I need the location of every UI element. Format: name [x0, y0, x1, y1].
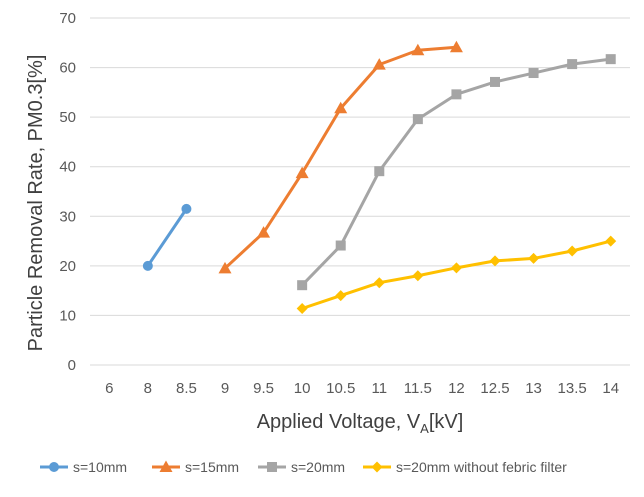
- x-tick-label-13: 13: [525, 380, 542, 397]
- series-2-point-3: [295, 166, 309, 179]
- series-4-point-8: [566, 245, 578, 257]
- y-tick-label-20: 20: [59, 258, 76, 275]
- series-1-line: [146, 207, 188, 268]
- legend-label-3: s=20mm: [291, 459, 345, 475]
- x-tick-label-9-5: 9.5: [253, 380, 274, 397]
- x-axis-title-main: Applied Voltage, V: [257, 411, 421, 433]
- series-3-point-6: [490, 76, 500, 87]
- series-3-point-3: [374, 166, 385, 177]
- x-tick-label-8-5: 8.5: [176, 380, 197, 397]
- series-2-point-4: [334, 101, 348, 114]
- y-tick-label-40: 40: [59, 159, 76, 176]
- series-4-point-5: [450, 262, 462, 274]
- x-tick-label-10-5: 10.5: [326, 380, 355, 397]
- series-2-point-5: [372, 58, 386, 70]
- series-3-point-2: [335, 240, 346, 251]
- legend: s=10mm s=15mm s=20mm s=20mm without febric …: [40, 459, 567, 475]
- legend-item-3: s=20mm: [258, 459, 345, 475]
- legend-marker-2: [159, 460, 173, 472]
- legend-item-2: s=15mm: [152, 459, 239, 475]
- legend-marker-4: [371, 461, 383, 473]
- series-3-point-8: [567, 59, 578, 70]
- series-2-point-6: [411, 43, 425, 56]
- series-4-point-4: [412, 270, 424, 282]
- x-tick-label-13-5: 13.5: [558, 380, 587, 397]
- series-3-point-7: [528, 68, 539, 79]
- series-2-point-2: [257, 226, 271, 238]
- x-tick-label-8: 8: [144, 380, 152, 397]
- axis-layer: 0 10 20 30 40 50 60 70 6 8 8.5 9 9.5 10 10.5 11 11.5 12 12…: [59, 10, 619, 397]
- series-1-point-1: [142, 260, 153, 271]
- series-2-point-7: [449, 40, 463, 53]
- legend-item-4: s=20mm without febric filter: [363, 459, 567, 475]
- x-tick-label-11: 11: [371, 380, 387, 397]
- legend-marker-3: [267, 462, 277, 472]
- series-4-line: [300, 239, 613, 310]
- series-3: [297, 54, 616, 291]
- legend-label-2: s=15mm: [185, 459, 239, 475]
- x-tick-label-14: 14: [602, 380, 619, 397]
- legend-item-1: s=10mm: [40, 459, 127, 475]
- series-3-point-5: [451, 89, 462, 100]
- series-4-point-6: [489, 255, 501, 267]
- legend-label-4: s=20mm without febric filter: [396, 459, 567, 475]
- y-axis-title: Particle Removal Rate, PM0.3[%]: [25, 55, 47, 352]
- series-4-point-2: [335, 290, 347, 302]
- series-4: [296, 235, 617, 314]
- x-tick-label-11-5: 11.5: [404, 380, 432, 397]
- y-tick-label-50: 50: [59, 109, 76, 126]
- y-tick-label-70: 70: [59, 10, 76, 27]
- series-2-point-1: [218, 261, 232, 274]
- x-axis-title-subscript: A: [420, 421, 429, 436]
- series-4-point-7: [528, 252, 540, 264]
- series-3-point-4: [412, 114, 423, 125]
- legend-marker-1: [49, 462, 59, 472]
- y-tick-label-60: 60: [59, 60, 76, 77]
- y-tick-label-0: 0: [68, 357, 76, 374]
- x-tick-label-9: 9: [221, 380, 229, 397]
- legend-label-1: s=10mm: [73, 459, 127, 475]
- series-4-point-3: [373, 277, 385, 289]
- series-2: [218, 40, 463, 274]
- series-1: [142, 203, 192, 271]
- x-tick-label-12-5: 12.5: [480, 380, 509, 397]
- y-tick-label-30: 30: [59, 208, 76, 225]
- series-4-point-1: [296, 302, 308, 314]
- series-1-point-2: [181, 203, 192, 214]
- x-tick-label-12: 12: [448, 380, 465, 397]
- x-axis-title: Applied Voltage, VA[kV]: [257, 411, 464, 436]
- series-layer: [142, 40, 617, 314]
- x-tick-label-10: 10: [294, 380, 311, 397]
- y-tick-label-10: 10: [59, 307, 76, 324]
- x-axis-title-unit: [kV]: [429, 411, 463, 433]
- series-4-point-9: [605, 235, 617, 247]
- series-3-point-1: [297, 280, 308, 291]
- x-tick-label-6: 6: [105, 380, 113, 397]
- series-3-point-9: [605, 54, 616, 65]
